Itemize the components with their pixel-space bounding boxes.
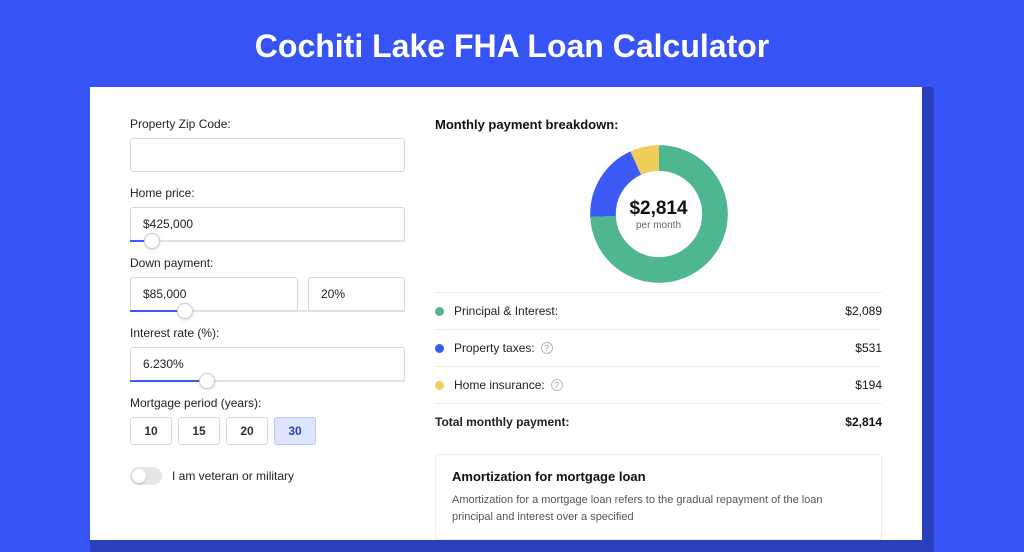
interest-rate-input[interactable] [130,347,405,381]
total-value: $2,814 [845,415,882,429]
legend-value: $194 [855,378,882,392]
total-row: Total monthly payment: $2,814 [435,403,882,440]
mortgage-period-label: Mortgage period (years): [130,396,405,410]
home-price-slider[interactable] [130,240,405,242]
legend-dot [435,344,444,353]
down-payment-label: Down payment: [130,256,405,270]
legend-label: Property taxes:? [454,341,855,355]
amortization-text: Amortization for a mortgage loan refers … [452,492,865,525]
home-price-input[interactable] [130,207,405,241]
legend-row: Home insurance:?$194 [435,366,882,403]
donut-amount: $2,814 [629,198,687,220]
donut-sub: per month [636,220,681,231]
period-button-30[interactable]: 30 [274,417,316,445]
slider-handle[interactable] [177,303,193,319]
donut-chart: $2,814 per month [589,144,729,284]
donut-chart-wrap: $2,814 per month [435,132,882,292]
breakdown-column: Monthly payment breakdown: $2,814 per mo… [405,117,882,540]
page-title: Cochiti Lake FHA Loan Calculator [0,0,1024,87]
info-icon[interactable]: ? [541,342,553,354]
slider-fill [130,380,207,382]
calculator-panel: Property Zip Code: Home price: Down paym… [90,87,922,540]
slider-handle[interactable] [144,233,160,249]
legend-value: $531 [855,341,882,355]
legend-value: $2,089 [845,304,882,318]
home-price-label: Home price: [130,186,405,200]
amortization-title: Amortization for mortgage loan [452,469,865,484]
amortization-box: Amortization for mortgage loan Amortizat… [435,454,882,540]
form-column: Property Zip Code: Home price: Down paym… [130,117,405,540]
legend-label: Principal & Interest: [454,304,845,318]
veteran-label: I am veteran or military [172,469,294,483]
legend-dot [435,307,444,316]
legend-row: Principal & Interest:$2,089 [435,292,882,329]
legend-dot [435,381,444,390]
toggle-knob [132,469,146,483]
mortgage-period-options: 10152030 [130,417,405,445]
panel-shadow: Property Zip Code: Home price: Down paym… [90,87,934,552]
slider-handle[interactable] [199,373,215,389]
legend-row: Property taxes:?$531 [435,329,882,366]
period-button-15[interactable]: 15 [178,417,220,445]
down-payment-percent-input[interactable] [308,277,405,311]
period-button-10[interactable]: 10 [130,417,172,445]
veteran-toggle[interactable] [130,467,162,485]
legend-label: Home insurance:? [454,378,855,392]
breakdown-title: Monthly payment breakdown: [435,117,882,132]
down-payment-slider[interactable] [130,310,405,312]
interest-rate-label: Interest rate (%): [130,326,405,340]
zip-input[interactable] [130,138,405,172]
info-icon[interactable]: ? [551,379,563,391]
total-label: Total monthly payment: [435,415,845,429]
zip-label: Property Zip Code: [130,117,405,131]
interest-rate-slider[interactable] [130,380,405,382]
down-payment-amount-input[interactable] [130,277,298,311]
period-button-20[interactable]: 20 [226,417,268,445]
